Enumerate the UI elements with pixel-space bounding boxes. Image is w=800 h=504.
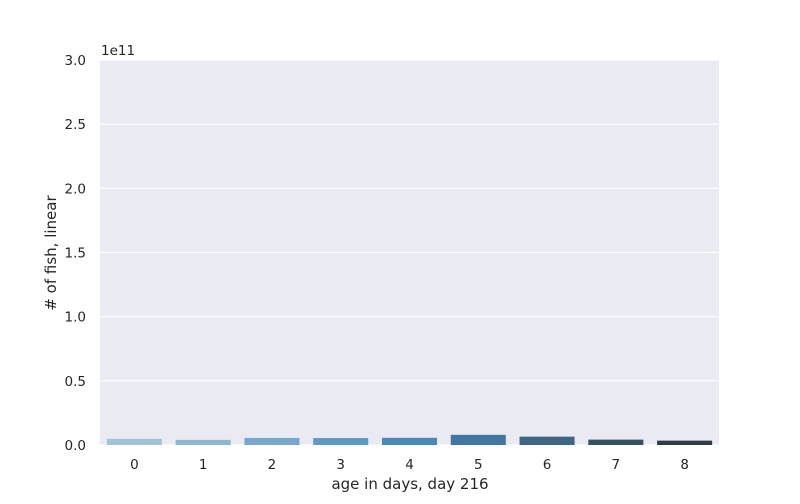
y-tick-label: 3.0 bbox=[65, 53, 86, 69]
y-tick-label: 2.5 bbox=[65, 117, 86, 133]
bar-0 bbox=[106, 438, 162, 445]
x-tick-label: 0 bbox=[130, 457, 139, 473]
bars bbox=[106, 434, 713, 445]
x-axis-label: age in days, day 216 bbox=[331, 475, 488, 493]
bar-3 bbox=[313, 438, 369, 445]
bar-1 bbox=[175, 439, 231, 445]
x-tick-label: 4 bbox=[405, 457, 414, 473]
bar-7 bbox=[588, 439, 644, 445]
x-tick-labels: 0 1 2 3 4 5 6 7 8 bbox=[130, 457, 689, 473]
y-tick-label: 1.0 bbox=[65, 310, 86, 326]
x-tick-label: 1 bbox=[199, 457, 208, 473]
bar-2 bbox=[244, 437, 300, 445]
bar-6 bbox=[519, 436, 575, 445]
bar-8 bbox=[657, 440, 713, 445]
y-axis-label: # of fish, linear bbox=[42, 195, 60, 311]
bar-5 bbox=[450, 434, 506, 445]
y-offset-label: 1e11 bbox=[101, 43, 135, 59]
x-tick-label: 5 bbox=[474, 457, 483, 473]
y-tick-label: 1.5 bbox=[65, 246, 86, 262]
bar-4 bbox=[381, 437, 438, 445]
y-tick-label: 0.0 bbox=[65, 438, 86, 454]
y-tick-labels: 0.0 0.5 1.0 1.5 2.0 2.5 3.0 bbox=[65, 53, 86, 454]
y-tick-label: 2.0 bbox=[65, 181, 86, 197]
x-tick-label: 2 bbox=[268, 457, 277, 473]
x-tick-label: 6 bbox=[543, 457, 552, 473]
x-tick-label: 3 bbox=[336, 457, 345, 473]
y-tick-label: 0.5 bbox=[65, 374, 86, 390]
x-tick-label: 7 bbox=[612, 457, 621, 473]
x-tick-label: 8 bbox=[680, 457, 689, 473]
